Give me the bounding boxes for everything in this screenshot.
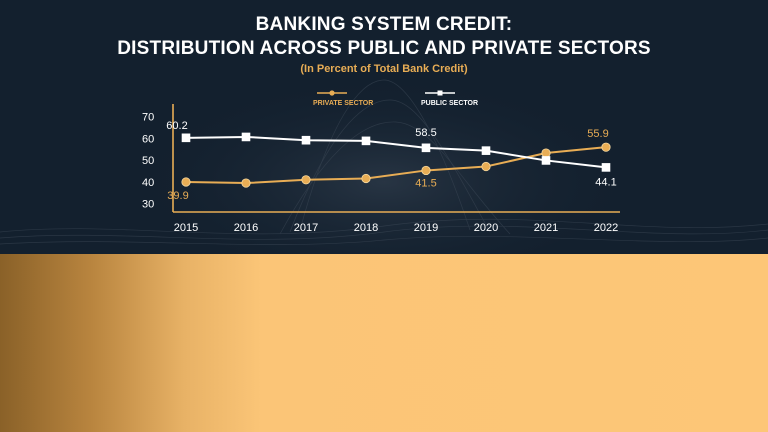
y-tick-label: 50	[142, 155, 154, 167]
public-sector-point	[361, 136, 371, 146]
private-sector-data-label: 39.9	[167, 190, 188, 202]
x-tick-label: 2019	[414, 222, 438, 234]
legend-item-private-sector: PRIVATE SECTOR	[313, 90, 373, 107]
x-tick-label: 2021	[534, 222, 558, 234]
public-sector-point	[541, 156, 551, 165]
y-tick-label: 70	[142, 112, 154, 124]
y-tick-label: 60	[142, 133, 154, 145]
y-axis-ticks: 30 40 50 60 70	[142, 112, 154, 211]
x-axis-ticks: 2015 2016 2017 2018 2019 2020 2021 2022	[174, 222, 618, 234]
x-tick-label: 2016	[234, 222, 258, 234]
private-sector-series: 39.9 41.5 55.9	[167, 128, 611, 202]
legend-item-public-sector: PUBLIC SECTOR	[421, 90, 478, 107]
x-tick-label: 2022	[594, 222, 618, 234]
public-sector-point	[181, 133, 191, 143]
x-tick-label: 2020	[474, 222, 498, 234]
private-sector-point	[361, 173, 371, 184]
private-sector-point	[241, 178, 251, 188]
x-tick-label: 2018	[354, 222, 378, 234]
private-sector-line	[185, 146, 607, 185]
wave-background-decoration	[0, 50, 768, 254]
series-layer: 39.9 41.5 55.9 60.2 58.5 44.1	[166, 120, 616, 202]
private-sector-point	[301, 175, 311, 185]
public-sector-data-label: 44.1	[595, 176, 616, 188]
private-sector-point	[541, 148, 551, 158]
chart-subtitle: (In Percent of Total Bank Credit)	[300, 63, 468, 75]
private-sector-point	[421, 165, 431, 176]
private-sector-data-label: 41.5	[415, 177, 436, 189]
x-tick-label: 2017	[294, 222, 318, 234]
chart-axes	[172, 104, 620, 213]
public-sector-point	[241, 132, 251, 142]
public-sector-data-label: 58.5	[415, 127, 436, 139]
public-sector-point	[481, 146, 491, 155]
chart-title-line-2: DISTRIBUTION ACROSS PUBLIC AND PRIVATE S…	[117, 38, 651, 59]
public-sector-point	[421, 143, 431, 153]
private-sector-point	[601, 142, 611, 152]
legend-marker-public-sector	[437, 90, 443, 96]
y-tick-label: 30	[142, 199, 154, 211]
public-sector-point	[301, 135, 311, 145]
legend-label-public-sector: PUBLIC SECTOR	[421, 100, 478, 107]
private-sector-data-label: 55.9	[587, 128, 608, 140]
private-sector-point	[481, 161, 491, 172]
chart-title-line-1: BANKING SYSTEM CREDIT:	[255, 14, 513, 35]
public-sector-series: 60.2 58.5 44.1	[166, 120, 616, 189]
private-sector-point	[181, 177, 191, 187]
public-sector-data-label: 60.2	[166, 120, 187, 132]
legend-label-private-sector: PRIVATE SECTOR	[313, 100, 373, 107]
gold-gradient-band	[0, 254, 768, 432]
chart-panel: BANKING SYSTEM CREDIT: DISTRIBUTION ACRO…	[0, 0, 768, 254]
chart-legend: PRIVATE SECTOR PUBLIC SECTOR	[313, 90, 478, 107]
public-sector-line	[185, 135, 607, 169]
legend-marker-private-sector	[329, 90, 335, 96]
y-tick-label: 40	[142, 177, 154, 189]
x-tick-label: 2015	[174, 222, 198, 234]
public-sector-point	[601, 163, 611, 172]
